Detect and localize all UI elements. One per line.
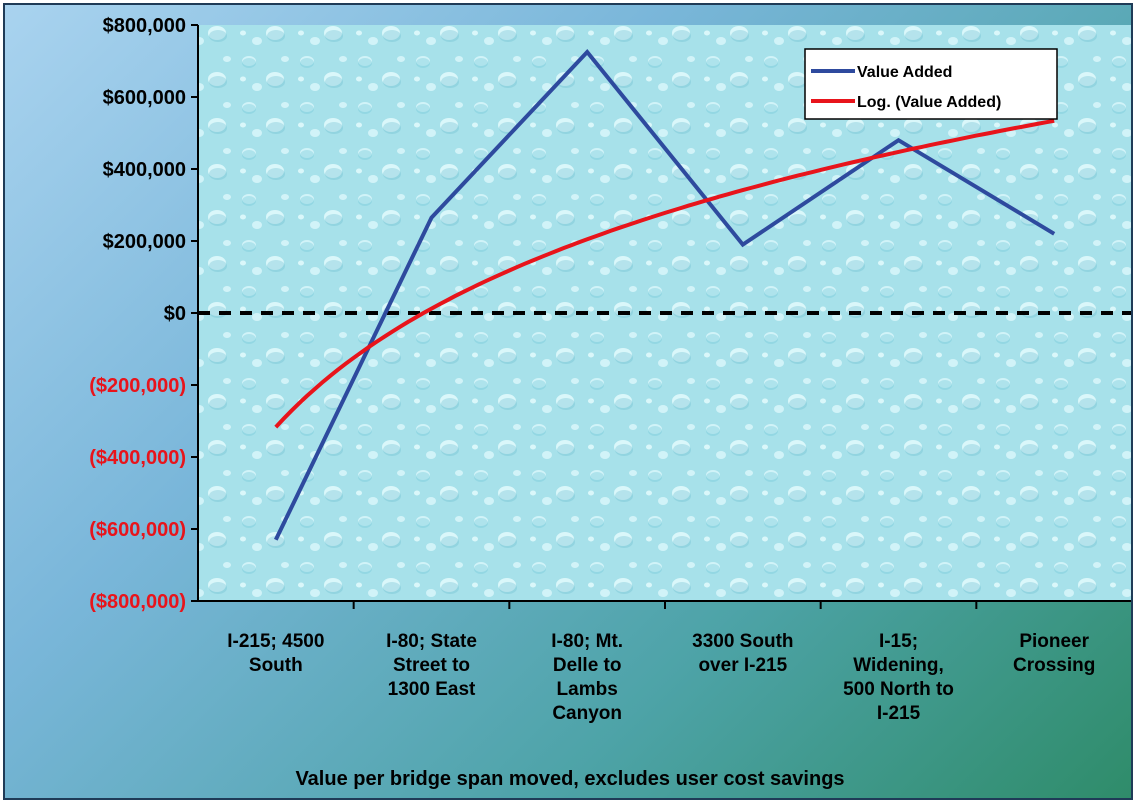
x-tick-label: I-215; 4500 South [227, 631, 324, 676]
y-tick-label: ($400,000) [89, 447, 186, 469]
value-added-series-line [273, 48, 1056, 541]
chart-frame: $800,000 $600,000 $400,000 $200,000 $0 ($200,… [3, 3, 1133, 800]
chart-caption: Value per bridge span moved, excludes us… [295, 768, 845, 790]
y-tick-label: ($200,000) [89, 375, 186, 397]
legend-box [804, 48, 1058, 120]
y-tick-label: ($600,000) [89, 519, 186, 541]
y-tick-label: $0 [164, 303, 186, 325]
x-tick-label: I-80; State Street to 1300 East [386, 631, 477, 700]
trendline-series-line [274, 118, 1055, 429]
legend-label: Log. (Value Added) [857, 94, 1001, 111]
y-tick-label: ($800,000) [89, 591, 186, 613]
y-tick-label: $600,000 [103, 87, 186, 109]
y-tick-label: $400,000 [103, 159, 186, 181]
x-tick-label: Pioneer Crossing [1013, 631, 1095, 676]
y-tick-label: $200,000 [103, 231, 186, 253]
chart-svg: $800,000 $600,000 $400,000 $200,000 $0 ($200,… [89, 15, 1131, 724]
x-tick-label: I-80; Mt. Delle to Lambs Canyon [551, 631, 623, 724]
y-tick-label: $800,000 [103, 15, 186, 37]
x-tick-label: I-15; Widening, 500 North to I-215 [843, 631, 954, 724]
x-tick-label: 3300 South over I-215 [692, 631, 793, 676]
legend-label: Value Added [857, 64, 952, 81]
